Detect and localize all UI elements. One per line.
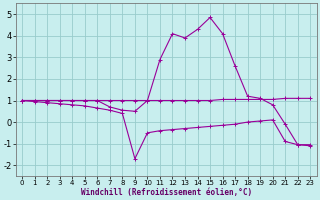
X-axis label: Windchill (Refroidissement éolien,°C): Windchill (Refroidissement éolien,°C)	[81, 188, 252, 197]
